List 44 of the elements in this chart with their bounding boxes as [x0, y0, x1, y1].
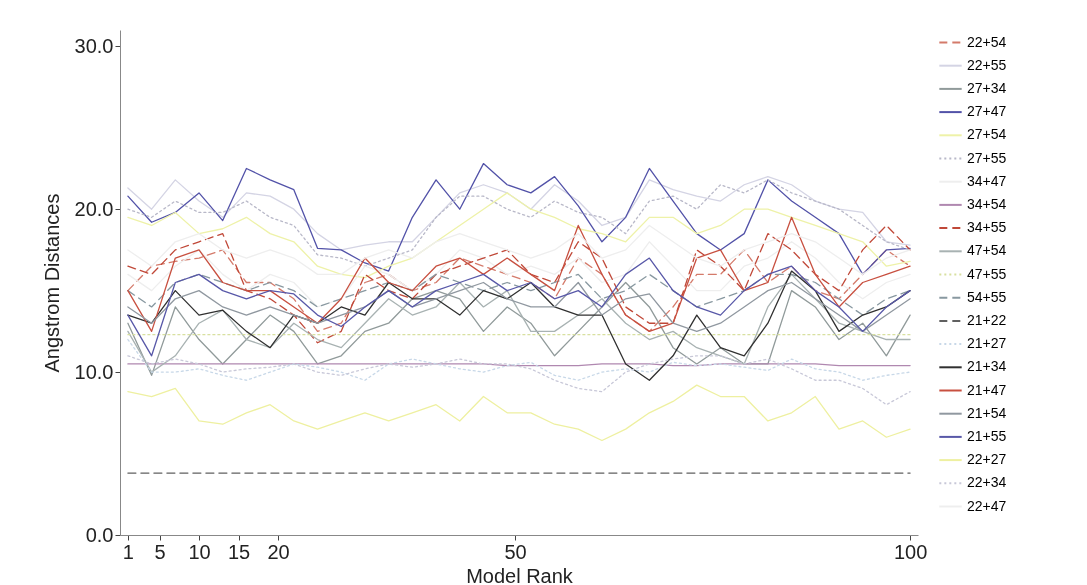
- legend-label: 34+55: [967, 219, 1007, 236]
- y-tick-label: 10.0: [74, 360, 114, 383]
- x-axis-title: Model Rank: [466, 564, 574, 585]
- line-series: [127, 355, 911, 406]
- y-axis-title: Angstrom Distances: [40, 193, 63, 373]
- x-tick-label: 1: [122, 540, 134, 563]
- x-tick-label: 100: [893, 540, 928, 563]
- line-series: [127, 257, 911, 357]
- line-series: [127, 175, 911, 251]
- legend-label: 21+27: [967, 335, 1007, 352]
- x-tick-label: 50: [504, 540, 527, 563]
- legend-label: 22+34: [967, 474, 1007, 491]
- legend-label: 27+47: [967, 103, 1007, 120]
- legend-label: 22+54: [967, 33, 1007, 50]
- legend-label: 47+55: [967, 265, 1007, 282]
- legend-label: 34+47: [967, 172, 1007, 189]
- y-tick-label: 20.0: [74, 197, 114, 220]
- line-series: [127, 384, 911, 442]
- x-tick-label: 15: [227, 540, 251, 563]
- line-series: [127, 192, 911, 279]
- y-tick-label: 30.0: [74, 34, 114, 57]
- legend-label: 27+34: [967, 79, 1007, 96]
- line-series: [127, 338, 911, 381]
- x-tick-label: 10: [188, 540, 211, 563]
- x-tick-label: 20: [267, 540, 290, 563]
- x-tick-label: 5: [154, 540, 166, 563]
- legend-label: 54+55: [967, 288, 1007, 305]
- legend-label: 21+55: [967, 427, 1007, 444]
- y-tick-label: 0.0: [85, 523, 114, 546]
- legend-label: 27+54: [967, 126, 1007, 143]
- legend-label: 22+55: [967, 56, 1007, 73]
- legend-label: 21+22: [967, 311, 1007, 328]
- line-series: [127, 224, 911, 276]
- line-series: [127, 241, 911, 308]
- legend-label: 27+55: [967, 149, 1007, 166]
- legend-label: 34+54: [967, 195, 1007, 212]
- legend-label: 22+47: [967, 497, 1007, 514]
- line-series: [127, 162, 911, 276]
- line-series: [127, 179, 911, 267]
- legend-label: 21+54: [967, 404, 1007, 421]
- legend-label: 47+54: [967, 242, 1007, 259]
- legend-label: 21+34: [967, 358, 1007, 375]
- legend-label: 22+27: [967, 451, 1007, 468]
- legend-label: 21+47: [967, 381, 1007, 398]
